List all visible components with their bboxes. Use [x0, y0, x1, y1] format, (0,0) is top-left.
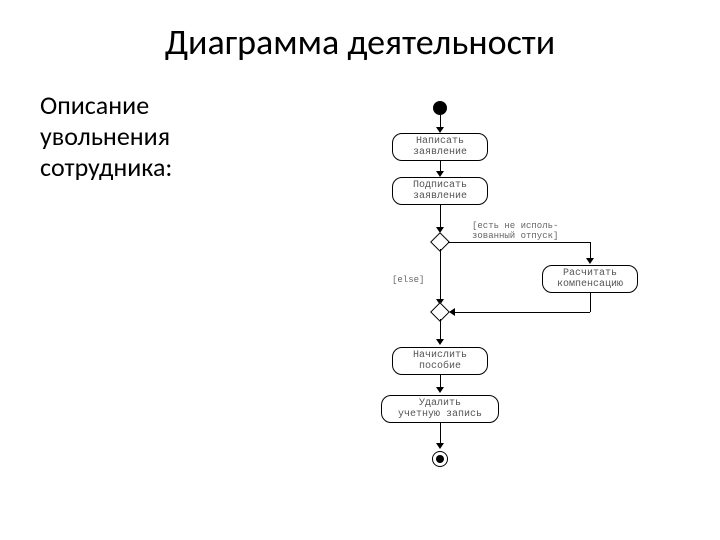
arrowhead-icon — [436, 339, 444, 345]
activity-label: Написатьзаявление — [413, 136, 467, 159]
activity-diagram: Написатьзаявление Подписатьзаявление [ес… — [310, 95, 690, 515]
subtitle-line-3: сотрудника: — [40, 151, 172, 183]
activity-label: Удалитьучетную запись — [398, 398, 482, 421]
activity-label: Расчитатькомпенсацию — [557, 268, 623, 291]
arrowhead-icon — [586, 258, 594, 264]
edge — [440, 423, 441, 445]
activity-label: Подписатьзаявление — [413, 180, 467, 203]
edge — [440, 319, 441, 341]
subtitle-line-2: увольнения — [40, 120, 170, 152]
subtitle-line-1: Описание — [40, 89, 149, 121]
end-node — [432, 451, 448, 467]
edge — [448, 242, 590, 243]
arrowhead-icon — [436, 443, 444, 449]
page-subtitle: Описание увольнения сотрудника: — [40, 90, 172, 184]
edge — [454, 312, 590, 313]
page-title: Диаграмма деятельности — [0, 20, 720, 64]
guard-has-unused-vacation: [есть не исполь-зованный отпуск] — [472, 221, 558, 241]
edge — [440, 249, 441, 301]
activity-accrue-benefit: Начислитьпособие — [392, 347, 488, 375]
start-node — [433, 101, 447, 115]
activity-label: Начислитьпособие — [413, 350, 467, 373]
activity-delete-account: Удалитьучетную запись — [381, 395, 499, 423]
guard-else: [else] — [392, 275, 424, 285]
activity-write-application: Написатьзаявление — [392, 133, 488, 161]
edge — [440, 205, 441, 229]
activity-sign-application: Подписатьзаявление — [392, 177, 488, 205]
arrowhead-icon — [436, 387, 444, 393]
edge — [590, 293, 591, 312]
activity-calc-compensation: Расчитатькомпенсацию — [542, 265, 638, 293]
